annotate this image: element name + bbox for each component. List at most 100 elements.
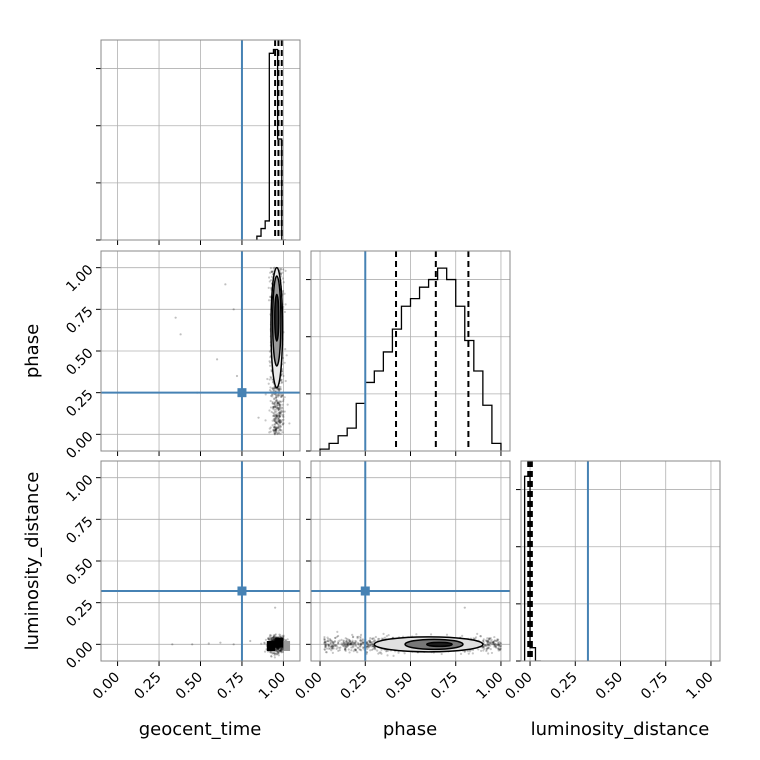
sample-point: [281, 380, 284, 384]
sample-point: [277, 647, 280, 650]
sample-point: [362, 641, 365, 644]
sample-point: [354, 643, 357, 647]
sample-point: [272, 411, 275, 415]
sample-point: [488, 642, 492, 645]
sample-point: [268, 350, 271, 353]
sample-point: [276, 651, 279, 654]
sample-point: [286, 638, 289, 641]
sample-point: [278, 400, 281, 403]
y-luminosity-distance-ytick-label-1: 0.25: [63, 597, 96, 630]
sample-point: [277, 654, 280, 657]
sample-point: [281, 277, 284, 280]
sample-point: [276, 432, 279, 435]
sample-point: [276, 388, 279, 391]
sample-point: [359, 639, 362, 642]
sample-point: [274, 652, 277, 655]
x-phase-xtick-label-1: 0.25: [338, 669, 371, 702]
sample-point: [273, 425, 276, 429]
sample-point: [495, 639, 498, 642]
sample-point: [490, 641, 493, 644]
sample-point: [487, 643, 490, 646]
sample-point: [361, 638, 365, 641]
x-phase-xtick-label-0: 0.00: [292, 669, 325, 702]
sample-point: [282, 400, 285, 403]
x-geocent-time-xtick-label-0: 0.00: [90, 669, 123, 702]
sample-point: [479, 634, 482, 638]
sample-point: [487, 647, 490, 650]
sample-point: [278, 419, 282, 422]
y-phase-ytick-label-1: 0.25: [63, 387, 96, 420]
sample-point: [356, 641, 360, 645]
sample-point: [279, 429, 282, 432]
sample-point: [376, 649, 379, 652]
sample-point: [280, 410, 283, 414]
sample-point: [278, 649, 281, 652]
sample-point: [273, 401, 277, 405]
sample-point: [497, 641, 500, 644]
sample-point: [277, 408, 280, 411]
sample-point: [493, 639, 496, 642]
sample-point: [272, 414, 275, 417]
sample-point: [267, 637, 270, 640]
sample-point: [279, 385, 282, 389]
sample-point: [336, 630, 339, 633]
sample-point: [279, 424, 282, 427]
sample-point: [334, 644, 337, 647]
sample-point: [280, 647, 283, 651]
sample-point: [275, 396, 278, 399]
sample-point: [273, 656, 276, 659]
sample-point: [271, 419, 274, 422]
sample-point: [278, 411, 282, 415]
sample-point: [330, 644, 333, 648]
sample-point: [463, 650, 466, 653]
sample-point: [275, 403, 279, 406]
sample-point: [342, 640, 345, 643]
sample-point: [278, 406, 282, 409]
hist-geocent_time-frame: [100, 39, 301, 241]
sample-point: [362, 641, 365, 645]
sample-point: [387, 634, 390, 637]
sample-point: [281, 415, 284, 418]
sample-point: [367, 644, 370, 648]
sample-point: [499, 644, 503, 647]
sample-point: [271, 402, 274, 405]
sample-point: [277, 420, 280, 423]
sample-point: [335, 635, 339, 638]
sample-point: [277, 420, 280, 423]
sample-point: [331, 647, 334, 650]
sample-point: [324, 645, 327, 649]
sample-point: [272, 635, 276, 638]
sample-point: [275, 419, 278, 422]
sample-point: [277, 423, 280, 427]
sample-point: [268, 360, 271, 363]
sample-point: [386, 654, 389, 657]
sample-point: [274, 425, 277, 428]
sample-point: [482, 645, 485, 648]
sample-point: [278, 649, 282, 653]
sample-point: [367, 643, 370, 646]
sample-point: [275, 415, 278, 419]
sample-point: [368, 641, 371, 644]
sample-point: [332, 647, 335, 650]
sample-point: [283, 361, 286, 364]
x-geocent-time-xtick-label-4: 1.00: [256, 669, 289, 702]
sample-point: [372, 647, 375, 651]
sample-point: [274, 421, 277, 424]
sample-point: [271, 393, 274, 397]
sample-point: [278, 635, 281, 638]
sample-point: [269, 426, 272, 429]
sample-point: [276, 401, 279, 405]
sample-point: [484, 639, 488, 642]
sample-point: [498, 648, 501, 652]
sample-point: [279, 635, 282, 638]
outlier-point: [337, 634, 340, 638]
sample-point: [482, 639, 485, 643]
sample-point: [275, 400, 279, 403]
sample-point: [482, 638, 485, 641]
sample-point: [276, 422, 280, 426]
sample-point: [277, 408, 280, 411]
sample-point: [369, 649, 372, 652]
sample-point: [350, 649, 353, 652]
sample-point: [378, 651, 381, 654]
sample-point: [324, 644, 327, 647]
